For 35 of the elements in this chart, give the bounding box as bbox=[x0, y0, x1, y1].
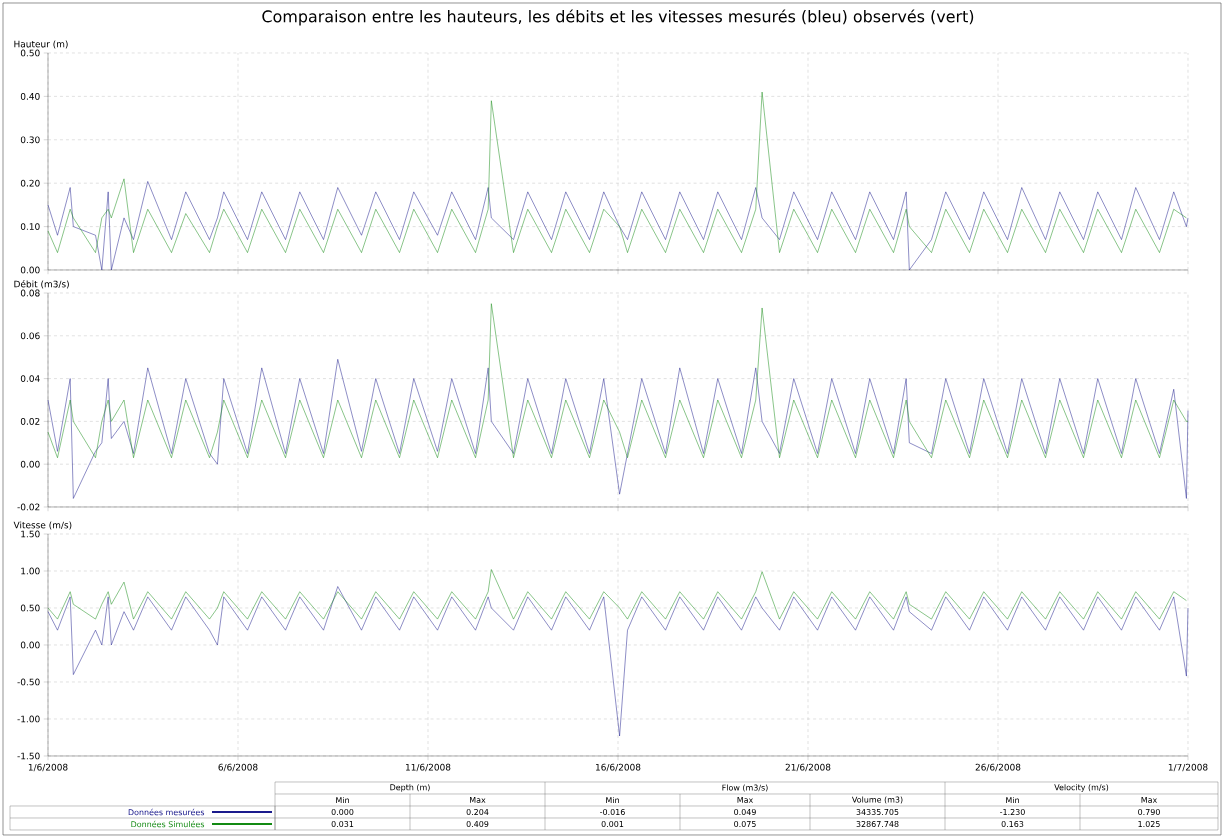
y-tick-label: -0.50 bbox=[17, 678, 40, 686]
y-tick-label: 0.50 bbox=[20, 49, 40, 57]
x-tick-label: 6/6/2008 bbox=[218, 763, 258, 772]
y-tick-label: -0.02 bbox=[17, 503, 40, 511]
chart-title: Comparaison entre les hauteurs, les débits et les vitesses mesurés (bleu) observés (vert) bbox=[262, 9, 974, 26]
y-tick-label: -1.50 bbox=[17, 752, 40, 760]
x-tick-label: 11/6/2008 bbox=[406, 763, 451, 772]
y-tick-label: 0.00 bbox=[20, 266, 40, 274]
x-tick-label: 26/6/2008 bbox=[975, 763, 1021, 772]
y-tick-label: 0.30 bbox=[20, 136, 40, 144]
x-tick-label: 1/7/2008 bbox=[1168, 763, 1208, 772]
y-tick-label: 0.06 bbox=[20, 332, 40, 340]
line-series bbox=[47, 91, 1187, 253]
line-series bbox=[47, 303, 1189, 459]
y-tick-label: 0.00 bbox=[20, 460, 40, 468]
line-series bbox=[47, 586, 1189, 737]
y-tick-label: 0.10 bbox=[20, 223, 40, 230]
y-tick-label: 0.50 bbox=[20, 604, 40, 612]
x-tick-label: 21/6/2008 bbox=[785, 763, 831, 772]
y-tick-label: 0.04 bbox=[20, 375, 40, 382]
x-tick-label: 16/6/2008 bbox=[596, 763, 641, 772]
y-tick-label: 0.00 bbox=[20, 641, 40, 649]
y-tick-label: 0.08 bbox=[20, 289, 40, 297]
y-tick-label: 1.00 bbox=[21, 567, 40, 575]
x-tick-label: 1/6/2008 bbox=[28, 763, 68, 772]
line-series bbox=[47, 569, 1187, 620]
y-axis-title: Hauteur (m) bbox=[14, 40, 68, 49]
y-tick-label: 0.02 bbox=[20, 417, 40, 425]
line-series bbox=[47, 359, 1189, 499]
y-axis-title: Vitesse (m/s) bbox=[13, 521, 72, 530]
y-tick-label: -1.00 bbox=[17, 715, 40, 723]
y-axis-title: Débit (m3/s) bbox=[14, 280, 69, 289]
y-tick-label: 0.20 bbox=[20, 179, 40, 187]
y-tick-label: 0.40 bbox=[20, 92, 40, 100]
y-tick-label: 1.50 bbox=[21, 530, 40, 538]
